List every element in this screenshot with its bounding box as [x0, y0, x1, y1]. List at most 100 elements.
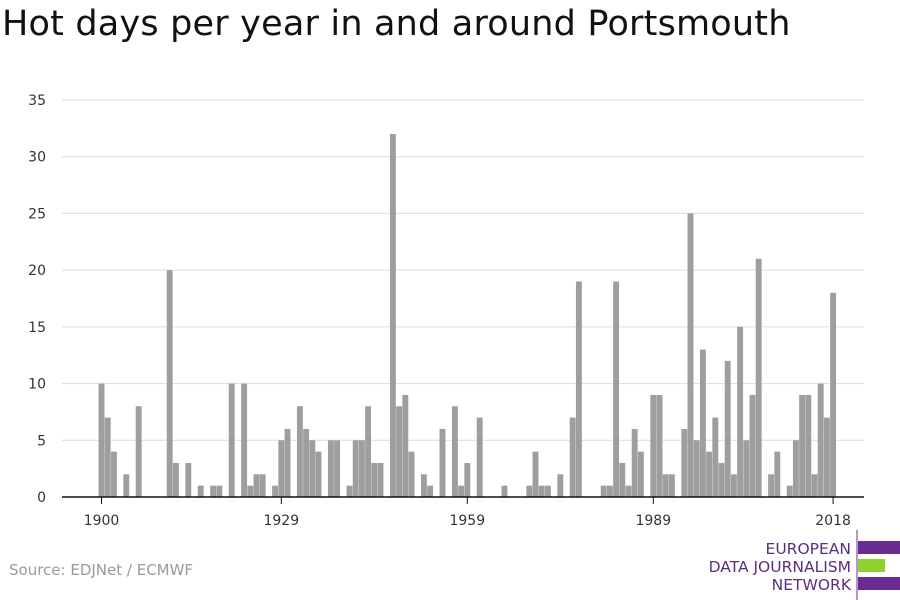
bar-1950: [408, 451, 415, 497]
bar-1912: [172, 462, 179, 497]
bar-1947: [389, 134, 396, 497]
x-axis-ticks: 1900 1929 1959 1989 2018: [84, 497, 851, 529]
bar-1944: [371, 462, 378, 497]
bar-1926: [259, 474, 266, 497]
bar-1901: [104, 417, 111, 497]
bar-1911: [166, 270, 173, 497]
edjnet-logo[interactable]: EUROPEAN DATA JOURNALISM NETWORK: [709, 530, 900, 600]
bar-1924: [247, 485, 254, 497]
bar-2005: [749, 394, 756, 497]
x-tick-label: 1959: [449, 513, 485, 529]
logo-text-line3: NETWORK: [772, 576, 852, 594]
bar-1948: [396, 406, 403, 497]
bar-1955: [439, 428, 446, 497]
bar-1932: [296, 406, 303, 497]
bar-1959: [464, 462, 471, 497]
bar-1972: [544, 485, 551, 497]
x-tick-label: 1929: [263, 513, 299, 529]
y-tick-label: 35: [28, 93, 46, 109]
y-tick-label: 25: [28, 206, 46, 222]
x-tick-label: 1900: [84, 513, 120, 529]
bar-1900: [98, 383, 105, 497]
bar-1938: [334, 440, 341, 497]
source-note: Source: EDJNet / ECMWF: [9, 561, 194, 579]
bar-1984: [619, 462, 626, 497]
bar-1957: [451, 406, 458, 497]
bar-1928: [272, 485, 279, 497]
bar-2013: [799, 394, 806, 497]
y-tick-label: 5: [37, 433, 46, 449]
bar-1914: [185, 462, 192, 497]
logo-bar-purple-bottom: [858, 577, 900, 590]
bar-2018: [830, 292, 837, 497]
bar-1958: [458, 485, 465, 497]
y-tick-label: 0: [37, 490, 46, 506]
bar-1974: [557, 474, 564, 497]
bar-1982: [606, 485, 613, 497]
bar-1921: [228, 383, 235, 497]
bar-1952: [420, 474, 427, 497]
bar-1976: [569, 417, 576, 497]
bar-1987: [637, 451, 644, 497]
bar-1998: [706, 451, 713, 497]
bar-2009: [774, 451, 781, 497]
logo-bar-purple-top: [858, 541, 900, 554]
bar-2016: [817, 383, 824, 497]
bar-1971: [538, 485, 545, 497]
bar-1997: [699, 349, 706, 497]
bar-2004: [743, 440, 750, 497]
bar-1989: [650, 394, 657, 497]
logo-text-line1: EUROPEAN: [766, 540, 851, 558]
bar-1935: [315, 451, 322, 497]
bar-1977: [575, 281, 582, 497]
bar-1923: [241, 383, 248, 497]
bar-2017: [823, 417, 830, 497]
bar-1991: [662, 474, 669, 497]
bar-1906: [135, 406, 142, 497]
x-tick-label: 2018: [815, 513, 851, 529]
bar-1918: [210, 485, 217, 497]
bar-1970: [532, 451, 539, 497]
bar-1994: [681, 428, 688, 497]
y-tick-label: 15: [28, 320, 46, 336]
bar-1934: [309, 440, 316, 497]
bar-1941: [352, 440, 359, 497]
bar-2003: [737, 326, 744, 497]
bars: [98, 134, 837, 497]
bar-2015: [811, 474, 818, 497]
y-tick-label: 30: [28, 150, 46, 166]
bar-1983: [613, 281, 620, 497]
y-tick-label: 10: [28, 377, 46, 393]
bar-2002: [730, 474, 737, 497]
x-tick-label: 1989: [635, 513, 671, 529]
bar-1996: [693, 440, 700, 497]
bar-1943: [365, 406, 372, 497]
bar-1916: [197, 485, 204, 497]
y-tick-label: 20: [28, 263, 46, 279]
bar-2008: [768, 474, 775, 497]
bar-2014: [805, 394, 812, 497]
bar-1965: [501, 485, 508, 497]
bar-2001: [724, 360, 731, 497]
bar-1902: [110, 451, 117, 497]
chart-title: Hot days per year in and around Portsmou…: [2, 4, 791, 44]
bar-1953: [427, 485, 434, 497]
bar-1949: [402, 394, 409, 497]
bar-1929: [278, 440, 285, 497]
y-axis-ticks: 0 5 10 15 20 25 30 35: [28, 93, 46, 506]
bar-2012: [792, 440, 799, 497]
bar-2006: [755, 258, 762, 497]
logo-bar-green: [858, 559, 885, 572]
bar-1999: [712, 417, 719, 497]
bar-1985: [625, 485, 632, 497]
bar-1969: [526, 485, 533, 497]
bar-1961: [476, 417, 483, 497]
bar-1930: [284, 428, 291, 497]
bar-1945: [377, 462, 384, 497]
bar-1925: [253, 474, 260, 497]
bar-1986: [631, 428, 638, 497]
logo-text-line2: DATA JOURNALISM: [709, 558, 851, 576]
bar-1937: [327, 440, 334, 497]
bar-2011: [786, 485, 793, 497]
